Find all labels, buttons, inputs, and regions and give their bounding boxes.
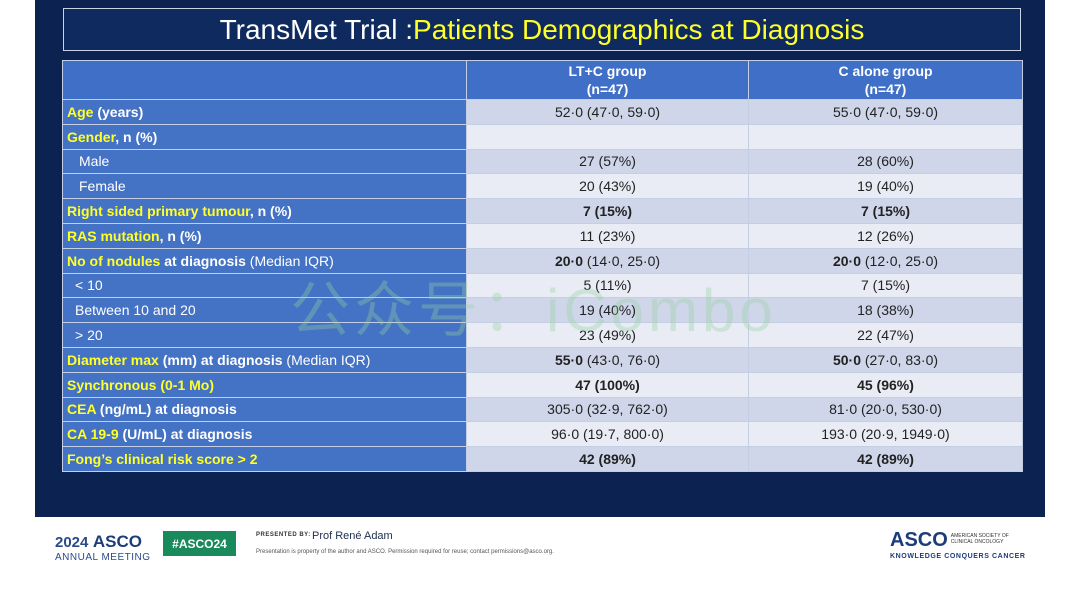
table-row: > 20 23 (49%) 22 (47%) xyxy=(62,322,1023,348)
row-label: < 10 xyxy=(62,272,467,299)
cell-c-alone-group xyxy=(748,123,1023,150)
table-row: Female 20 (43%) 19 (40%) xyxy=(62,173,1023,200)
cell-ltc-group: 27 (57%) xyxy=(466,148,749,175)
table-row: Synchronous (0-1 Mo) 47 (100%) 45 (96%) xyxy=(62,371,1023,398)
footer: 2024 ASCO ANNUAL MEETING #ASCO24 PRESENT… xyxy=(0,517,1080,608)
row-label: Female xyxy=(62,173,467,200)
cell-ltc-group: 23 (49%) xyxy=(466,322,749,348)
cell-ltc-group: 55·0 (43·0, 76·0) xyxy=(466,346,749,373)
cell-c-alone-group: 22 (47%) xyxy=(748,322,1023,348)
presented-by-label: PRESENTED BY: xyxy=(256,532,311,538)
presenter-name: Prof René Adam xyxy=(312,530,393,542)
row-label: > 20 xyxy=(62,322,467,348)
table-row: Diameter max (mm) at diagnosis (Median I… xyxy=(62,346,1023,373)
table-row: CA 19-9 (U/mL) at diagnosis 96·0 (19·7, 8… xyxy=(62,421,1023,448)
cell-ltc-group: 52·0 (47·0, 59·0) xyxy=(466,99,749,125)
cell-ltc-group: 11 (23%) xyxy=(466,222,749,249)
row-label: Age (years) xyxy=(62,99,467,125)
table-row: RAS mutation, n (%) 11 (23%) 12 (26%) xyxy=(62,222,1023,249)
header-c-alone-group: C alone group (n=47) xyxy=(748,60,1023,100)
cell-c-alone-group: 7 (15%) xyxy=(748,272,1023,299)
row-label: Male xyxy=(62,148,467,175)
cell-ltc-group: 19 (40%) xyxy=(466,297,749,324)
cell-c-alone-group: 45 (96%) xyxy=(748,371,1023,398)
disclaimer: Presentation is property of the author a… xyxy=(256,549,554,555)
cell-ltc-group xyxy=(466,123,749,150)
cell-c-alone-group: 19 (40%) xyxy=(748,173,1023,200)
cell-c-alone-group: 50·0 (27·0, 83·0) xyxy=(748,346,1023,373)
demographics-table: LT+C group (n=47) C alone group (n=47) A… xyxy=(62,60,1023,472)
cell-c-alone-group: 7 (15%) xyxy=(748,198,1023,224)
asco-society-logo: ASCO AMERICAN SOCIETY OF CLINICAL ONCOLOGY… xyxy=(890,529,1026,560)
row-label: Right sided primary tumour, n (%) xyxy=(62,198,467,224)
table-row: Gender, n (%) xyxy=(62,123,1023,150)
title-trial-name: TransMet Trial : xyxy=(219,13,414,45)
cell-c-alone-group: 55·0 (47·0, 59·0) xyxy=(748,99,1023,125)
row-label: Fong’s clinical risk score > 2 xyxy=(62,446,467,472)
row-label: Gender, n (%) xyxy=(62,123,467,150)
cell-ltc-group: 20·0 (14·0, 25·0) xyxy=(466,247,749,274)
cell-ltc-group: 47 (100%) xyxy=(466,371,749,398)
cell-c-alone-group: 20·0 (12·0, 25·0) xyxy=(748,247,1023,274)
row-label: CA 19-9 (U/mL) at diagnosis xyxy=(62,421,467,448)
row-label: No of nodules at diagnosis (Median IQR) xyxy=(62,247,467,274)
table-row: < 10 5 (11%) 7 (15%) xyxy=(62,272,1023,299)
asco-annual-meeting-logo: 2024 ASCO ANNUAL MEETING xyxy=(55,532,151,563)
header-ltc-group: LT+C group (n=47) xyxy=(466,60,749,100)
row-label: RAS mutation, n (%) xyxy=(62,222,467,249)
table-row: Age (years) 52·0 (47·0, 59·0) 55·0 (47·0, … xyxy=(62,99,1023,125)
slide: TransMet Trial : Patients Demographics a… xyxy=(35,0,1045,517)
cell-c-alone-group: 193·0 (20·9, 1949·0) xyxy=(748,421,1023,448)
cell-ltc-group: 96·0 (19·7, 800·0) xyxy=(466,421,749,448)
table-row: Fong’s clinical risk score > 2 42 (89%) 42… xyxy=(62,446,1023,472)
table-row: Male 27 (57%) 28 (60%) xyxy=(62,148,1023,175)
table-row: No of nodules at diagnosis (Median IQR) 2… xyxy=(62,247,1023,274)
table-header-row: LT+C group (n=47) C alone group (n=47) xyxy=(62,60,1023,100)
cell-ltc-group: 5 (11%) xyxy=(466,272,749,299)
title-topic: Patients Demographics at Diagnosis xyxy=(413,13,865,45)
cell-c-alone-group: 81·0 (20·0, 530·0) xyxy=(748,396,1023,423)
table-row: Right sided primary tumour, n (%) 7 (15%)… xyxy=(62,198,1023,224)
slide-title: TransMet Trial : Patients Demographics a… xyxy=(63,8,1021,51)
hashtag-badge: #ASCO24 xyxy=(163,531,236,556)
cell-ltc-group: 42 (89%) xyxy=(466,446,749,472)
cell-ltc-group: 20 (43%) xyxy=(466,173,749,200)
row-label: CEA (ng/mL) at diagnosis xyxy=(62,396,467,423)
cell-c-alone-group: 18 (38%) xyxy=(748,297,1023,324)
cell-ltc-group: 305·0 (32·9, 762·0) xyxy=(466,396,749,423)
table-row: Between 10 and 20 19 (40%) 18 (38%) xyxy=(62,297,1023,324)
table-row: CEA (ng/mL) at diagnosis 305·0 (32·9, 762… xyxy=(62,396,1023,423)
row-label: Between 10 and 20 xyxy=(62,297,467,324)
cell-c-alone-group: 42 (89%) xyxy=(748,446,1023,472)
row-label: Synchronous (0-1 Mo) xyxy=(62,371,467,398)
row-label: Diameter max (mm) at diagnosis (Median I… xyxy=(62,346,467,373)
header-characteristic xyxy=(62,60,467,100)
cell-c-alone-group: 28 (60%) xyxy=(748,148,1023,175)
cell-ltc-group: 7 (15%) xyxy=(466,198,749,224)
cell-c-alone-group: 12 (26%) xyxy=(748,222,1023,249)
